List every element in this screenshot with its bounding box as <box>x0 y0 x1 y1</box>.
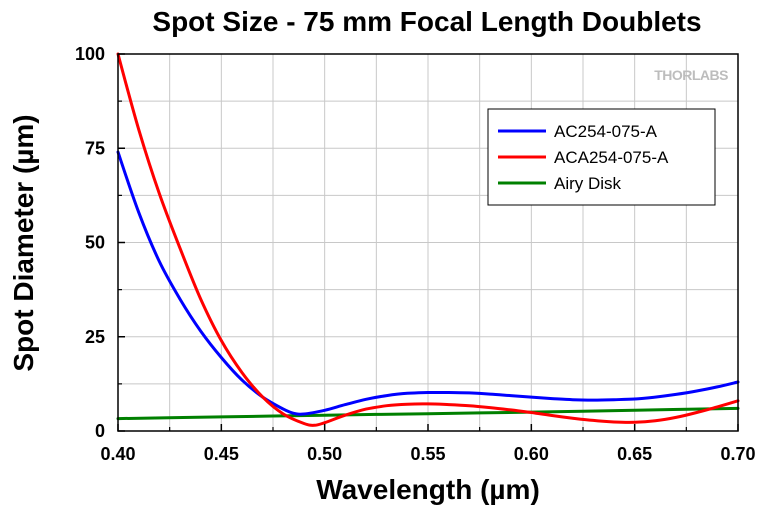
x-tick-label: 0.70 <box>720 444 755 464</box>
x-tick-label: 0.55 <box>410 444 445 464</box>
y-tick-label: 25 <box>85 327 105 347</box>
legend-label-aca254-075-a: ACA254-075-A <box>554 148 669 167</box>
y-tick-label: 50 <box>85 233 105 253</box>
x-tick-label: 0.50 <box>307 444 342 464</box>
series-line-aca254-075-a <box>116 52 740 427</box>
x-axis-label: Wavelength (µm) <box>316 474 540 505</box>
y-tick-label: 0 <box>95 421 105 441</box>
series-line-ac254-075-a <box>116 150 740 416</box>
series-line-airy-disk <box>116 406 740 421</box>
x-tick-label: 0.60 <box>514 444 549 464</box>
series-lines <box>116 52 740 427</box>
y-axis-label: Spot Diameter (µm) <box>8 114 39 371</box>
axis-ticks <box>117 53 739 432</box>
x-tick-labels: 0.40 0.45 0.50 0.55 0.60 0.65 0.70 <box>100 444 755 464</box>
legend: AC254-075-A ACA254-075-A Airy Disk <box>487 108 716 206</box>
y-tick-labels: 0 25 50 75 100 <box>75 44 105 441</box>
x-tick-label: 0.40 <box>100 444 135 464</box>
legend-label-airy-disk: Airy Disk <box>554 174 622 193</box>
x-tick-label: 0.45 <box>204 444 239 464</box>
y-tick-label: 100 <box>75 44 105 64</box>
y-tick-label: 75 <box>85 138 105 158</box>
thorlabs-watermark: THORLABS <box>654 67 728 83</box>
chart-title: Spot Size - 75 mm Focal Length Doublets <box>152 6 701 37</box>
legend-label-ac254-075-a: AC254-075-A <box>554 122 658 141</box>
x-tick-label: 0.65 <box>617 444 652 464</box>
